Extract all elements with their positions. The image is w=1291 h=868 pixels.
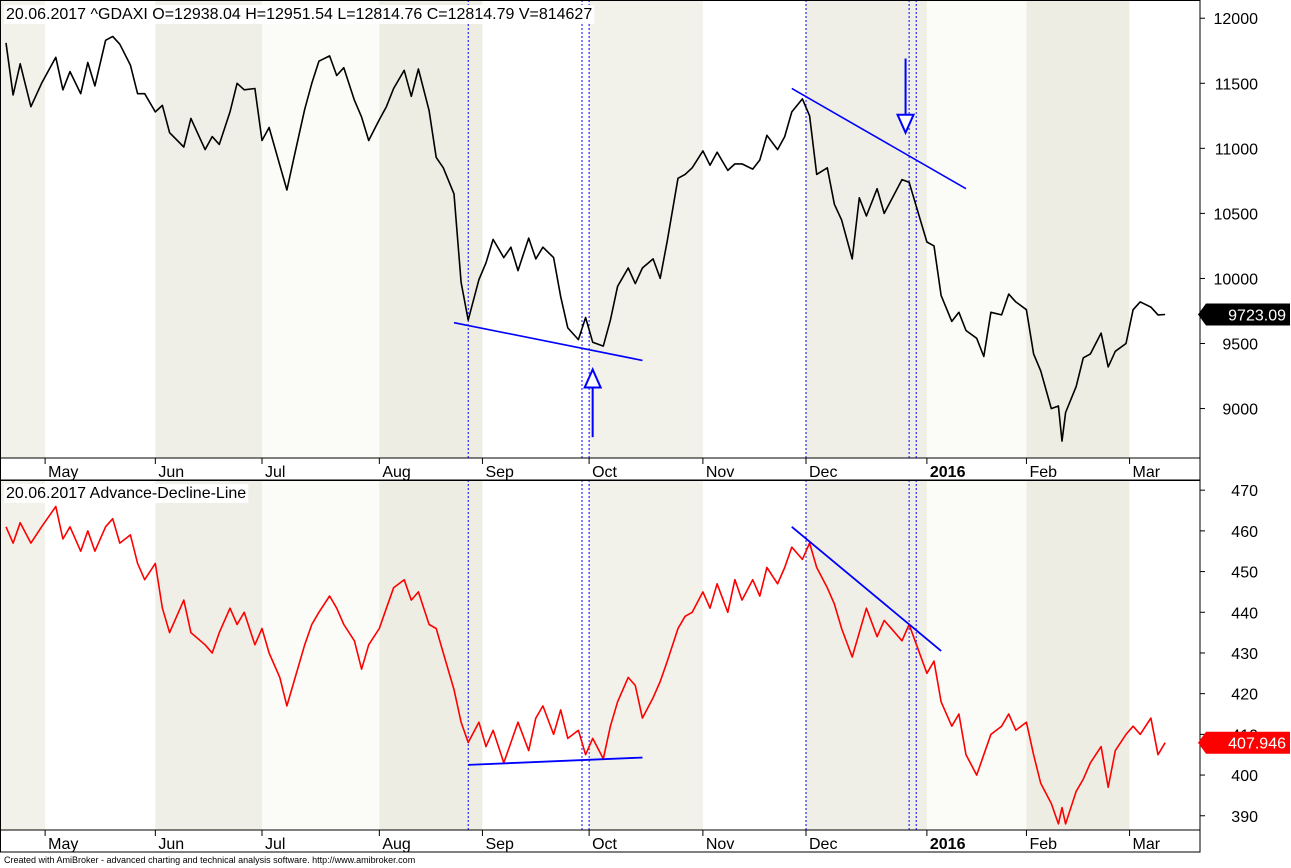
- ad-y-tick-label: 460: [1231, 524, 1258, 541]
- month-band: [155, 480, 262, 830]
- month-band: [926, 0, 1027, 458]
- month-band: [379, 480, 483, 830]
- ad-x-tick-label: Dec: [809, 836, 837, 853]
- ad-title: 20.06.2017 Advance-Decline-Line: [6, 485, 246, 502]
- month-band: [702, 0, 806, 458]
- month-band: [0, 0, 46, 458]
- month-band: [806, 0, 927, 458]
- axes: [0, 0, 1205, 853]
- ad-x-tick-label: 2016: [930, 836, 966, 853]
- month-band: [262, 0, 380, 458]
- month-band: [589, 0, 703, 458]
- ad-x-tick-label: Feb: [1029, 836, 1057, 853]
- ad-y-tick-label: 440: [1231, 605, 1258, 622]
- price-x-tick-label: Feb: [1029, 464, 1057, 481]
- ad-month-bands: [0, 480, 1200, 830]
- price-x-tick-label: Jun: [158, 464, 184, 481]
- month-band: [379, 0, 483, 458]
- price-title-bg: [4, 5, 595, 24]
- month-band: [482, 480, 590, 830]
- ad-y-tick-label: 430: [1231, 646, 1258, 663]
- price-y-tick-label: 9000: [1222, 402, 1258, 419]
- ad-trendline: [791, 526, 942, 652]
- footer-credit: Created with AmiBroker - advanced charti…: [4, 855, 416, 865]
- ad-x-tick-label: Sep: [485, 836, 514, 853]
- ad-y-tick-label: 470: [1231, 483, 1258, 500]
- price-trendline: [453, 321, 643, 362]
- price-x-axis-band: [0, 458, 1200, 480]
- month-band: [0, 480, 46, 830]
- ad-frame: [0, 480, 1201, 853]
- price-trendline: [791, 87, 967, 190]
- ad-panel[interactable]: [5, 505, 1166, 825]
- price-last-value: 9723.09: [1228, 307, 1286, 324]
- price-x-tick-label: Sep: [485, 464, 514, 481]
- price-y-tick-label: 11500: [1215, 76, 1258, 93]
- month-band: [702, 480, 806, 830]
- price-x-tick-label: Oct: [592, 464, 617, 481]
- month-band: [1129, 0, 1200, 458]
- ad-x-tick-label: Aug: [382, 836, 410, 853]
- price-x-tick-label: May: [48, 464, 78, 481]
- labels: 9000 9500 10000 10500 11000 11500 12000 390 400 4…: [4, 5, 1290, 853]
- ad-y-tick-label: 400: [1231, 768, 1258, 785]
- price-x-tick-label: Nov: [706, 464, 734, 481]
- price-y-tick-label: 10000: [1214, 271, 1259, 288]
- month-band: [589, 480, 703, 830]
- price-x-tick-label: 2016: [930, 464, 966, 481]
- ad-x-tick-label: Nov: [706, 836, 734, 853]
- month-band: [262, 480, 380, 830]
- price-y-tick-label: 11000: [1215, 141, 1258, 158]
- month-band: [45, 0, 156, 458]
- price-title: 20.06.2017 ^GDAXI O=12938.04 H=12951.54 …: [6, 6, 592, 23]
- month-band: [1026, 0, 1130, 458]
- ad-y-tick-label: 450: [1231, 565, 1258, 582]
- month-band: [155, 0, 262, 458]
- ad-last-value-bg: [1198, 731, 1290, 754]
- arrow-up-head-icon: [583, 367, 603, 389]
- ad-trendline: [468, 756, 643, 766]
- price-y-tick-label: 12000: [1214, 11, 1259, 28]
- ad-title-bg: [4, 484, 249, 503]
- ad-y-tick-label: 390: [1231, 809, 1258, 826]
- price-y-tick-label: 10500: [1214, 206, 1259, 223]
- ad-x-tick-label: May: [48, 836, 78, 853]
- price-panel[interactable]: [5, 35, 1166, 442]
- ad-x-axis-band: [0, 830, 1200, 852]
- ad-y-tick-label: 420: [1231, 687, 1258, 704]
- ad-last-value: 407.946: [1228, 736, 1286, 753]
- price-x-tick-label: Dec: [809, 464, 837, 481]
- price-series-line[interactable]: [5, 35, 1166, 442]
- price-last-value-bg: [1198, 303, 1290, 326]
- month-band: [1026, 480, 1130, 830]
- price-month-bands: [0, 0, 1200, 458]
- ad-series-line[interactable]: [5, 505, 1166, 825]
- price-x-tick-label: Mar: [1133, 464, 1161, 481]
- ad-x-tick-label: Jul: [265, 836, 285, 853]
- price-x-tick-label: Jul: [265, 464, 285, 481]
- ad-x-tick-label: Mar: [1133, 836, 1161, 853]
- month-band: [926, 480, 1027, 830]
- arrow-down-head-icon: [896, 113, 916, 136]
- price-y-tick-label: 9500: [1222, 337, 1258, 354]
- month-band: [806, 480, 927, 830]
- price-x-tick-label: Aug: [382, 464, 410, 481]
- ad-x-tick-label: Jun: [158, 836, 184, 853]
- month-band: [482, 0, 590, 458]
- month-band: [1129, 480, 1200, 830]
- ad-x-tick-label: Oct: [592, 836, 617, 853]
